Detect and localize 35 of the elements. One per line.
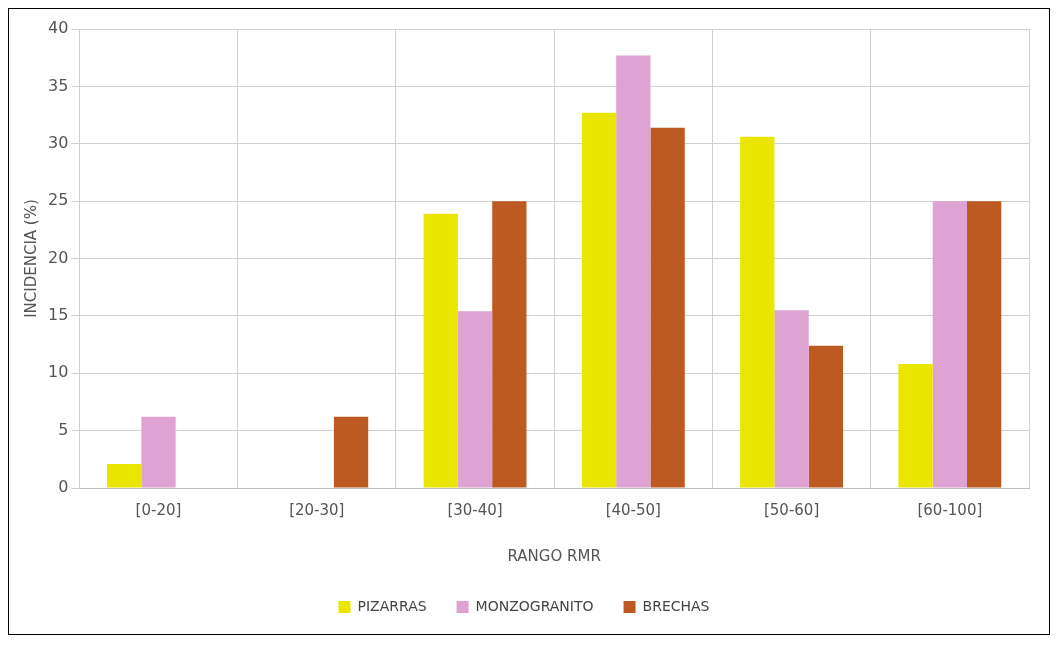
bar: [967, 201, 1002, 488]
bar: [740, 136, 775, 488]
bar: [333, 416, 369, 488]
bar: [808, 345, 844, 488]
y-tick-label: 0: [58, 477, 69, 497]
bar: [650, 127, 685, 488]
legend-label: MONZOGRANITO: [475, 597, 594, 614]
bar: [932, 201, 968, 488]
x-tick-label: [20-30]: [289, 500, 345, 519]
y-tick-label: 40: [48, 18, 69, 38]
y-tick-label: 20: [48, 247, 69, 267]
y-axis-title: INCIDENCIA (%): [21, 199, 40, 318]
y-tick-label: 25: [48, 190, 69, 210]
x-tick-label: [40-50]: [605, 500, 661, 519]
y-tick-label: 5: [58, 419, 69, 439]
bar: [457, 311, 493, 488]
bar: [774, 310, 809, 488]
bar: [898, 364, 933, 488]
y-tick-label: 30: [48, 132, 69, 152]
y-tick-label: 15: [48, 305, 69, 325]
legend-label: BRECHAS: [642, 597, 710, 614]
y-tick-label: 35: [48, 75, 69, 95]
x-tick-label: [60-100]: [917, 500, 983, 519]
legend-label: PIZARRAS: [357, 597, 427, 614]
y-tick-label: 10: [48, 362, 69, 382]
bar: [423, 213, 458, 488]
x-tick-label: [0-20]: [135, 500, 182, 519]
bar: [492, 201, 527, 488]
bar: [581, 112, 617, 488]
bar: [616, 55, 651, 488]
x-tick-label: [50-60]: [763, 500, 820, 519]
x-axis-title: RANGO RMR: [507, 546, 601, 565]
x-tick-label: [30-40]: [447, 500, 503, 519]
bar: [107, 463, 142, 488]
bar: [141, 416, 176, 488]
